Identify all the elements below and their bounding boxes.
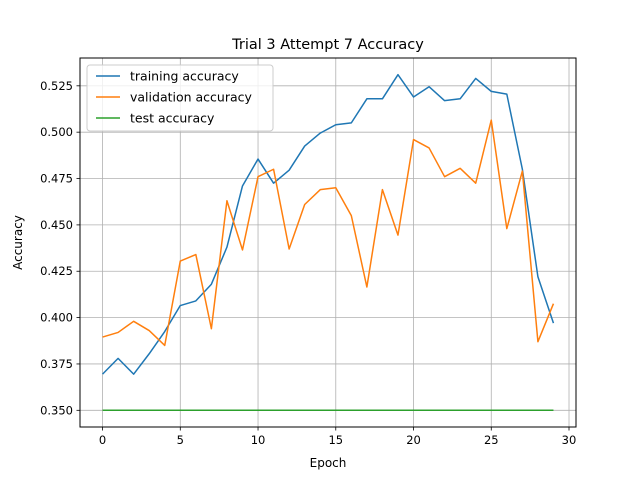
x-tick-label: 30: [562, 433, 577, 447]
validation-accuracy-legend-label: validation accuracy: [130, 90, 253, 105]
x-tick-label: 15: [328, 433, 343, 447]
series-lines: [102, 73, 555, 412]
y-tick-label: 0.475: [40, 172, 73, 186]
y-axis-label: Accuracy: [11, 215, 25, 270]
x-tick-label: 0: [99, 433, 106, 447]
y-axis-ticks: 0.350 0.375 0.400 0.425 0.450 0.475 0.500 0.525: [40, 79, 80, 417]
y-tick-label: 0.375: [40, 357, 73, 371]
y-tick-label: 0.450: [40, 218, 73, 232]
y-tick-label: 0.500: [40, 125, 73, 139]
y-tick-label: 0.350: [40, 403, 73, 417]
x-tick-label: 10: [251, 433, 266, 447]
y-tick-label: 0.425: [40, 264, 73, 278]
legend-box: [86, 64, 274, 132]
legend: training accuracy validation accuracy test…: [86, 64, 274, 132]
y-tick-label: 0.525: [40, 79, 73, 93]
test-accuracy-legend-label: test accuracy: [130, 111, 215, 126]
validation-accuracy-line: [102, 119, 555, 347]
training-accuracy-legend-label: training accuracy: [130, 69, 239, 84]
x-axis-ticks: 0 5 10 15 20 25 30: [99, 427, 576, 447]
x-axis-label: Epoch: [310, 456, 347, 470]
training-accuracy-line: [102, 73, 555, 375]
x-tick-label: 5: [177, 433, 184, 447]
x-tick-label: 20: [406, 433, 421, 447]
plot-frame: [79, 57, 577, 428]
chart-title: Trial 3 Attempt 7 Accuracy: [231, 37, 424, 53]
y-tick-label: 0.400: [40, 311, 73, 325]
x-tick-label: 25: [484, 433, 499, 447]
